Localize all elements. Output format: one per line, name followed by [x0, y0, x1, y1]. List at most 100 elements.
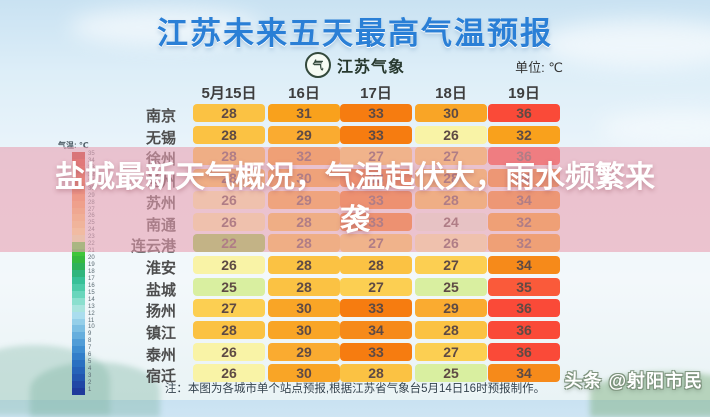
temperature-cell: 34 — [488, 364, 560, 383]
temperature-cell: 35 — [488, 277, 560, 296]
temperature-cell: 26 — [193, 364, 265, 383]
temperature-cell: 27 — [415, 255, 487, 274]
temperature-cell: 31 — [268, 104, 340, 122]
page-title: 江苏未来五天最高气温预报 — [157, 16, 553, 51]
colorbar-segment: 18 — [72, 269, 95, 277]
city-label: 盐城 — [145, 281, 176, 299]
temperature-cell: 32 — [488, 125, 560, 144]
colorbar-segment: 16 — [72, 283, 95, 291]
colorbar-segment: 5 — [72, 359, 91, 368]
colorbar-tick-label: 16 — [88, 282, 95, 289]
jiangsu-meteorology-logo-text: 江苏气象 — [336, 59, 406, 76]
city-label: 扬州 — [145, 303, 176, 321]
colorbar-segment: 9 — [72, 331, 91, 340]
colorbar-segment: 2 — [72, 380, 91, 388]
column-header: 19日 — [508, 85, 540, 102]
colorbar-segment: 14 — [72, 297, 95, 305]
colorbar-segment: 13 — [72, 304, 95, 312]
temperature-cell: 28 — [193, 104, 265, 122]
cloud-decoration — [540, 20, 710, 68]
temperature-cell: 28 — [268, 277, 340, 296]
temperature-cell: 28 — [415, 321, 487, 339]
temperature-cell: 36 — [488, 342, 560, 361]
temperature-cell: 26 — [193, 342, 265, 361]
unit-label: 单位: ℃ — [515, 60, 563, 75]
temperature-cell: 30 — [415, 104, 487, 122]
temperature-cell: 30 — [268, 364, 340, 383]
cloud-decoration — [70, 8, 260, 46]
temperature-cell: 36 — [488, 299, 560, 318]
colorbar-tick-label: 12 — [88, 310, 95, 317]
colorbar-segment: 10 — [72, 324, 95, 333]
colorbar-tick-label: 2 — [88, 379, 92, 386]
temperature-cell: 33 — [340, 125, 412, 144]
colorbar-tick-label: 9 — [88, 331, 92, 338]
colorbar-segment: 7 — [72, 345, 91, 354]
colorbar-segment: 1 — [72, 387, 91, 395]
temperature-cell: 34 — [340, 321, 412, 339]
colorbar-tick-label: 20 — [88, 255, 95, 262]
temperature-cell: 28 — [268, 255, 340, 274]
temperature-cell: 27 — [193, 299, 265, 318]
footer-note: 注：本图为各城市单个站点预报,根据江苏省气象台5月14日16时预报制作。 — [164, 383, 546, 395]
temperature-cell: 25 — [415, 277, 487, 296]
column-header: 5月15日 — [201, 85, 257, 102]
column-header: 18日 — [435, 85, 467, 102]
colorbar-tick-label: 19 — [88, 262, 95, 268]
temperature-cell: 27 — [415, 342, 487, 361]
city-label: 镇江 — [145, 325, 176, 342]
city-label: 无锡 — [145, 129, 176, 147]
temperature-cell: 28 — [340, 364, 412, 383]
temperature-cell: 29 — [268, 125, 340, 144]
temperature-cell: 25 — [415, 364, 487, 383]
headline-overlay-band: 盐城最新天气概况，气温起伏大，雨水频繁来袭 — [0, 147, 710, 252]
temperature-cell: 34 — [488, 255, 560, 274]
city-label: 南京 — [145, 108, 176, 125]
temperature-cell: 36 — [488, 321, 560, 339]
city-label: 宿迁 — [145, 368, 176, 386]
temperature-cell: 29 — [415, 299, 487, 318]
colorbar-tick-label: 10 — [88, 324, 95, 331]
colorbar-segment: 11 — [72, 318, 94, 326]
colorbar-segment: 17 — [72, 276, 95, 284]
colorbar-tick-label: 13 — [88, 303, 95, 310]
colorbar-segment: 15 — [72, 290, 95, 298]
temperature-cell: 28 — [193, 321, 265, 339]
colorbar-tick-label: 4 — [88, 366, 92, 373]
temperature-cell: 25 — [193, 277, 265, 296]
colorbar-title: 气温: ℃ — [58, 141, 89, 150]
temperature-cell: 26 — [193, 255, 265, 274]
temperature-cell: 26 — [415, 125, 487, 144]
colorbar-tick-label: 3 — [88, 373, 92, 379]
temperature-cell: 33 — [340, 299, 412, 318]
colorbar-segment: 3 — [72, 373, 91, 381]
temperature-cell: 28 — [193, 125, 265, 144]
colorbar-segment: 8 — [72, 338, 91, 347]
colorbar-segment: 4 — [72, 366, 91, 374]
column-header: 16日 — [288, 85, 320, 102]
temperature-cell: 36 — [488, 104, 560, 122]
colorbar-segment: 12 — [72, 311, 95, 319]
jiangsu-meteorology-logo-icon: 气 — [304, 52, 331, 78]
colorbar-tick-label: 15 — [88, 289, 95, 296]
colorbar-tick-label: 11 — [88, 317, 95, 324]
temperature-cell: 28 — [340, 255, 412, 274]
watermark-text: 头条 @射阳市民 — [564, 371, 703, 391]
temperature-cell: 33 — [340, 104, 412, 122]
temperature-cell: 30 — [268, 321, 340, 339]
city-label: 淮安 — [145, 259, 176, 277]
colorbar-tick-label: 5 — [88, 359, 92, 366]
colorbar-tick-label: 1 — [88, 386, 92, 393]
column-header: 17日 — [360, 85, 392, 102]
colorbar-tick-label: 6 — [88, 352, 92, 359]
temperature-cell: 30 — [268, 299, 340, 318]
colorbar-tick-label: 8 — [88, 338, 92, 345]
colorbar-segment: 20 — [72, 255, 95, 263]
jiangsu-meteorology-logo: 气 江苏气象 — [304, 52, 406, 78]
temperature-cell: 27 — [340, 277, 412, 296]
colorbar-tick-label: 18 — [88, 268, 95, 275]
city-label: 泰州 — [145, 346, 176, 364]
colorbar-tick-label: 14 — [88, 296, 95, 303]
temperature-cell: 33 — [340, 342, 412, 361]
colorbar-tick-label: 7 — [88, 345, 92, 352]
